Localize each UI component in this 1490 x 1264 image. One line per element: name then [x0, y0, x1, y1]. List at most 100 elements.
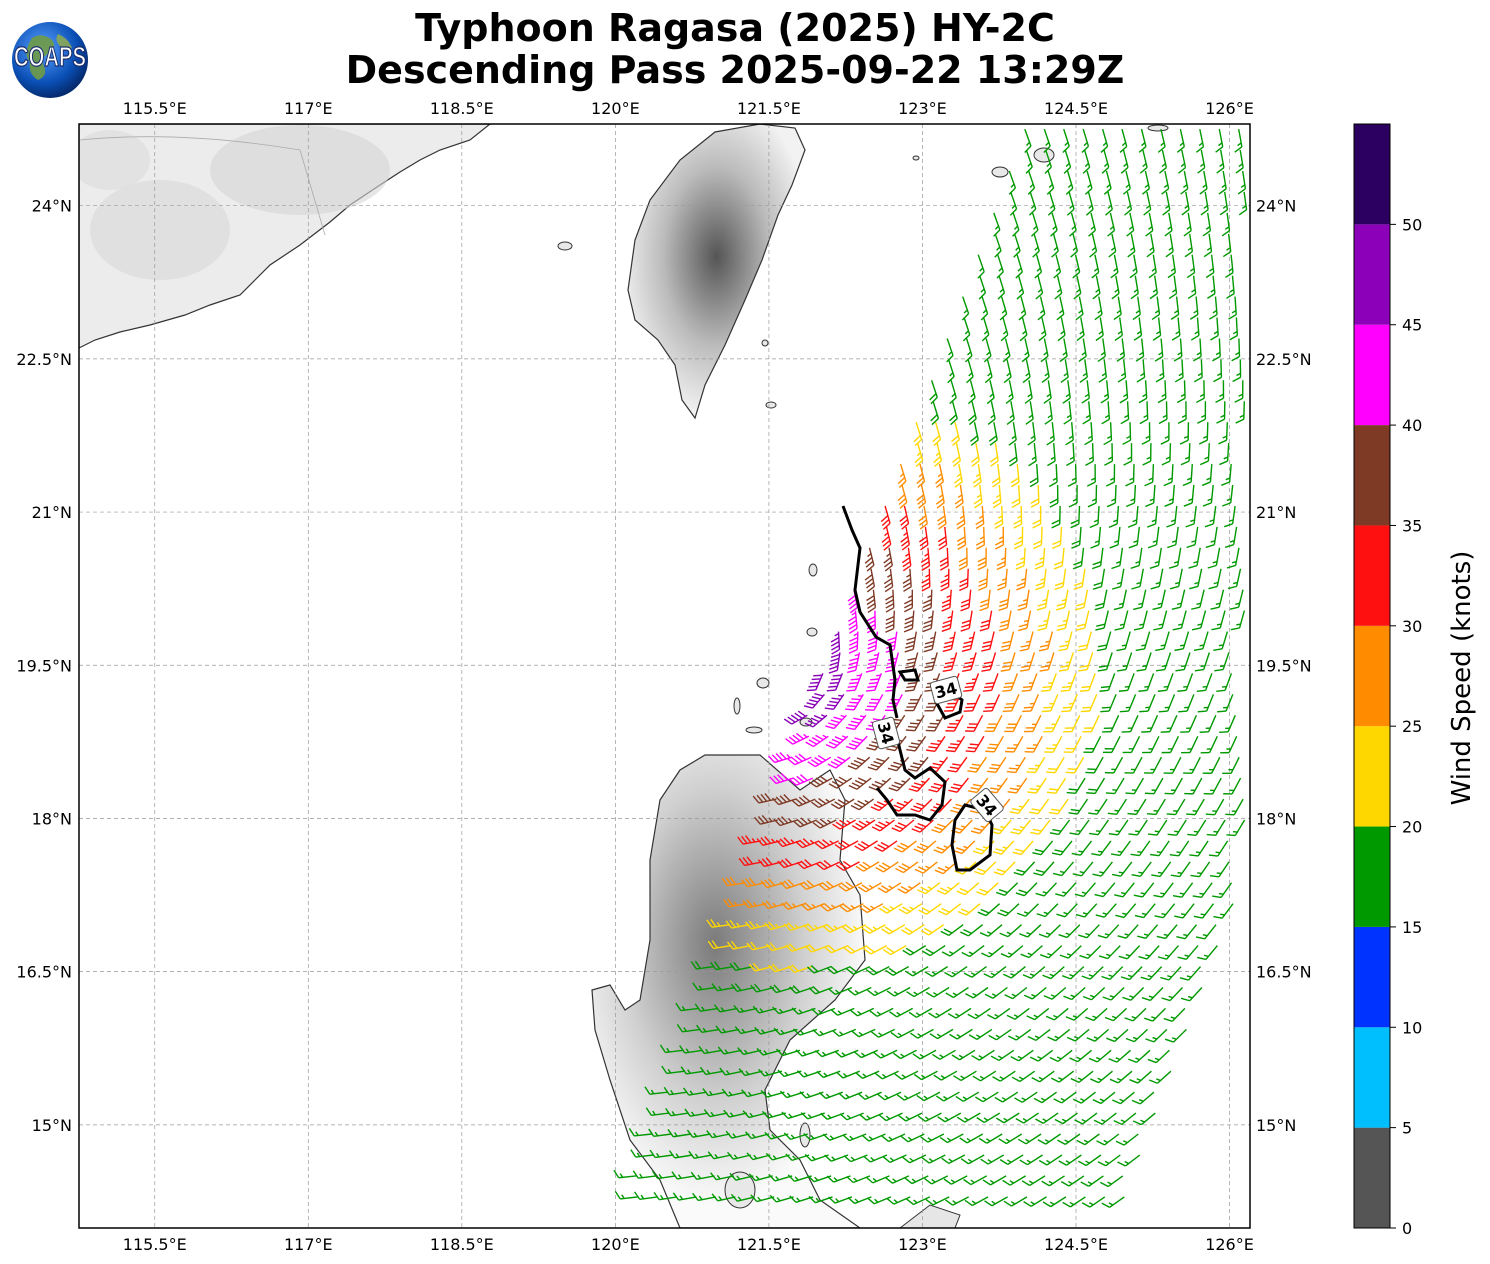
wind-barb [995, 318, 1009, 341]
wind-barb [1042, 401, 1053, 424]
wind-barb [1217, 691, 1233, 714]
wind-barb [1127, 276, 1138, 299]
wind-barb [914, 485, 927, 508]
wind-barb [1077, 1128, 1099, 1147]
wind-barb [1108, 276, 1120, 299]
wind-barb [1122, 982, 1143, 1003]
wind-barb [973, 1064, 996, 1083]
wind-barb [1114, 588, 1126, 611]
wind-barb [1025, 213, 1039, 236]
wind-barb [1090, 1065, 1112, 1085]
wind-barb [831, 632, 840, 654]
wind-barb [1190, 857, 1209, 880]
wind-barb [1151, 857, 1170, 880]
wind-barb [1134, 339, 1144, 362]
wind-barb [1059, 650, 1073, 673]
wind-barb [1022, 691, 1038, 714]
wind-barb [860, 897, 883, 915]
colorbar-segment [1354, 525, 1390, 625]
wind-barb [1107, 255, 1119, 278]
wind-barb [1069, 1044, 1091, 1064]
wind-barb [1081, 401, 1091, 424]
wind-barb [1225, 795, 1243, 818]
wind-barb [999, 1127, 1022, 1145]
wind-barb [1070, 815, 1089, 838]
wind-barb [1213, 359, 1222, 381]
wind-barb [984, 960, 1006, 980]
wind-barb [1155, 150, 1168, 173]
wind-barb [1147, 795, 1165, 818]
wind-barb [1171, 857, 1190, 880]
wind-barb [1004, 1190, 1027, 1208]
wind-barb [1180, 712, 1196, 735]
wind-barb [1050, 485, 1058, 507]
wind-barb [957, 318, 971, 341]
wind-barb [879, 1106, 902, 1122]
wind-barb [998, 339, 1011, 362]
wind-barb [1073, 1086, 1095, 1106]
wind-barb [1076, 898, 1097, 920]
wind-barb [1002, 380, 1014, 403]
wind-barb [1142, 982, 1163, 1003]
map-plot-area: 34 34 34 [70, 124, 1250, 1228]
wind-barb [1025, 422, 1036, 445]
wind-barb [1192, 129, 1204, 152]
lon-tick-bottom: 126°E [1205, 1235, 1254, 1254]
wind-barb [1032, 836, 1052, 858]
wind-barb [975, 1085, 998, 1103]
wind-barb [1020, 1148, 1043, 1167]
wind-barb [1048, 464, 1057, 486]
wind-barb [1155, 359, 1164, 381]
wind-barb [941, 359, 955, 382]
wind-barb [1132, 1086, 1154, 1106]
wind-barb [948, 1002, 971, 1021]
wind-barb [1193, 359, 1202, 381]
wind-barb [1169, 297, 1179, 320]
wind-barb [983, 1169, 1006, 1187]
wind-barb [1054, 318, 1066, 341]
wind-barb [1118, 380, 1128, 403]
wind-barb [1037, 609, 1049, 632]
wind-barb [1197, 671, 1212, 694]
wind-barb [917, 1085, 940, 1102]
wind-barb [1209, 318, 1218, 340]
wind-barb [1060, 940, 1081, 961]
wind-barb [1110, 526, 1120, 549]
wind-barb [969, 1023, 992, 1042]
wind-barb [958, 898, 980, 918]
wind-barb [999, 609, 1011, 632]
wind-barb [1215, 171, 1227, 194]
wind-barb [1033, 857, 1054, 879]
wind-barb [1182, 234, 1193, 257]
wind-barb [1027, 774, 1046, 797]
wind-barb [1052, 297, 1065, 320]
wind-barb [1087, 255, 1099, 278]
wind-barb [1042, 1169, 1065, 1188]
wind-barb [1092, 857, 1112, 879]
wind-barb [1019, 150, 1034, 173]
wind-barb [970, 464, 981, 487]
wind-barb [1176, 920, 1196, 942]
wind-barb [980, 919, 1002, 939]
wind-barb [985, 712, 1002, 735]
wind-barb [901, 918, 924, 937]
wind-barb [1049, 795, 1068, 818]
wind-barb [1168, 816, 1187, 839]
wind-barb [942, 1148, 965, 1165]
wind-barb [1008, 774, 1027, 797]
wind-barb [1130, 1065, 1152, 1086]
wind-barb [994, 506, 1003, 528]
colorbar-tick-label: 15 [1402, 918, 1422, 937]
wind-barb [1188, 297, 1198, 320]
wind-barb [938, 897, 960, 917]
wind-barb [1091, 836, 1111, 858]
wind-barb [1232, 359, 1240, 381]
wind-barb [964, 1169, 987, 1187]
wind-barb [1082, 961, 1103, 982]
wind-barb [1174, 899, 1194, 921]
wind-barb [1023, 192, 1037, 215]
wind-barb [909, 1001, 932, 1019]
wind-barb [1074, 568, 1085, 591]
wind-barb [1089, 276, 1101, 299]
